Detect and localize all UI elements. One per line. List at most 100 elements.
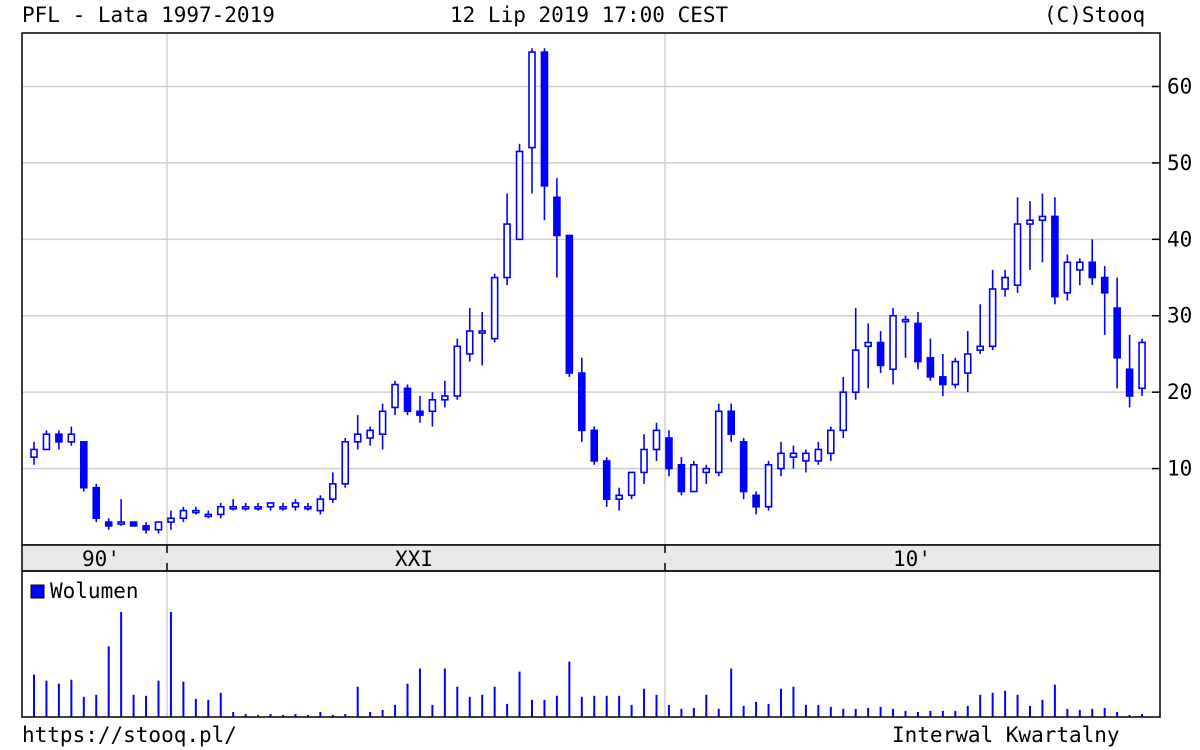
- candle-body-up: [1013, 223, 1022, 286]
- candle-body-up: [615, 494, 623, 500]
- candle: [690, 460, 698, 493]
- candle: [428, 392, 437, 427]
- candle: [528, 48, 536, 194]
- time-axis: 90' XXI 10': [82, 545, 931, 571]
- y-tick-label: 20: [1167, 380, 1192, 404]
- candle: [503, 193, 511, 286]
- candle: [939, 353, 947, 396]
- candle-body-up: [789, 452, 798, 458]
- candle: [590, 426, 599, 465]
- candle: [889, 308, 897, 385]
- candle-body-down: [1088, 261, 1097, 279]
- candle: [490, 273, 499, 343]
- candle-body-down: [142, 525, 150, 531]
- candle-body-up: [1063, 261, 1072, 294]
- candle-body-up: [42, 433, 51, 451]
- candle: [988, 269, 997, 351]
- candle-body-up: [304, 505, 312, 510]
- candle: [179, 506, 188, 523]
- candle-body-down: [1051, 215, 1059, 298]
- candle: [341, 438, 350, 488]
- candle-body-up: [391, 383, 399, 409]
- candle-body-up: [266, 502, 275, 508]
- candle-body-up: [441, 395, 449, 401]
- chart-datetime: 12 Lip 2019 17:00 CEST: [450, 3, 729, 27]
- candle-body-up: [179, 509, 188, 520]
- candle-body-down: [1125, 368, 1134, 397]
- candle-body-up: [154, 521, 163, 531]
- price-y-axis: 10 20 30 40 50 60: [1152, 74, 1192, 481]
- candle: [553, 178, 561, 278]
- candle: [266, 502, 275, 511]
- candle: [540, 48, 549, 221]
- candle-body-up: [378, 410, 387, 435]
- candle-body-up: [640, 448, 648, 474]
- candle-body-down: [752, 494, 760, 508]
- candle-body-down: [590, 429, 599, 462]
- candle-body-up: [690, 463, 698, 493]
- time-axis-band: [21, 544, 1161, 572]
- candle: [291, 499, 300, 511]
- candle: [167, 510, 175, 530]
- copyright-label: (C)Stooq: [1044, 3, 1146, 27]
- candle: [752, 491, 760, 515]
- candle: [403, 384, 412, 416]
- candle-body-up: [117, 521, 125, 525]
- candle-body-down: [540, 51, 549, 187]
- candle-body-up: [1001, 276, 1009, 290]
- candle: [926, 338, 935, 381]
- candle: [1001, 269, 1009, 297]
- x-tick-label: 10': [893, 547, 931, 571]
- candle: [1100, 266, 1109, 335]
- x-tick-label: 90': [82, 547, 120, 571]
- candle-body-up: [366, 429, 374, 439]
- candle-body-down: [727, 410, 736, 435]
- candle-body-down: [129, 521, 138, 527]
- candle: [154, 521, 163, 534]
- candle-body-up: [291, 502, 300, 508]
- candle-body-down: [677, 463, 686, 493]
- candle: [864, 323, 872, 389]
- candle-body-up: [764, 463, 773, 508]
- candle: [129, 521, 138, 527]
- volume-legend-swatch: [30, 584, 45, 599]
- candle: [241, 502, 250, 511]
- candle-body-up: [901, 318, 910, 323]
- candle: [851, 308, 860, 400]
- candle: [478, 311, 487, 366]
- y-tick-label: 30: [1167, 304, 1192, 328]
- candle-body-down: [665, 437, 673, 470]
- candle-body-down: [1113, 307, 1121, 359]
- candle-body-up: [478, 330, 487, 334]
- x-tick-label: XXI: [395, 547, 433, 571]
- candle: [714, 403, 723, 477]
- candle: [901, 315, 910, 358]
- candle-body-up: [702, 467, 711, 474]
- source-url[interactable]: https://stooq.pl/: [22, 723, 237, 747]
- candle-body-up: [503, 223, 511, 279]
- candle: [914, 311, 922, 370]
- candle-body-up: [988, 288, 997, 348]
- candle: [677, 457, 686, 496]
- candle: [951, 357, 960, 389]
- candle: [640, 434, 648, 484]
- candle-body-down: [92, 486, 101, 520]
- candle-body-up: [826, 429, 835, 455]
- y-tick-label: 50: [1167, 151, 1192, 175]
- candle-body-up: [353, 433, 362, 443]
- candle-body-down: [914, 322, 922, 363]
- candle: [577, 357, 586, 442]
- candle-body-up: [714, 410, 723, 474]
- candle-body-up: [814, 448, 823, 462]
- candle: [963, 331, 972, 393]
- chart-title: PFL - Lata 1997-2019: [22, 3, 275, 27]
- candle-body-down: [104, 521, 113, 527]
- candle: [254, 502, 262, 511]
- candle: [279, 502, 287, 511]
- candle: [142, 522, 150, 534]
- candle: [204, 510, 213, 519]
- candle: [378, 403, 387, 450]
- candle-body-up: [889, 314, 897, 371]
- candle: [316, 495, 325, 515]
- candle-body-up: [851, 349, 860, 393]
